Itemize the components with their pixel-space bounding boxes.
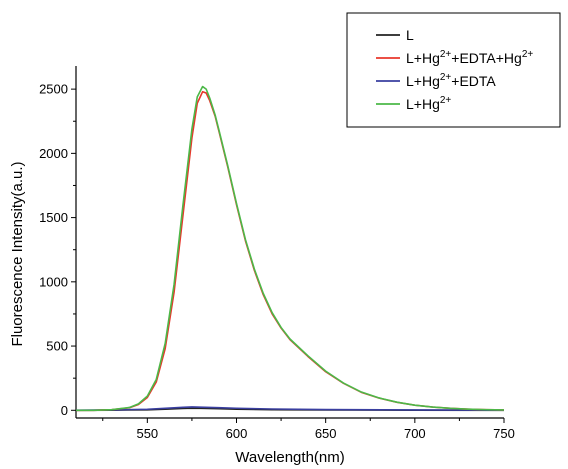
y-tick-label: 2000 <box>39 146 68 161</box>
y-axis-title: Fluorescence Intensity(a.u.) <box>9 161 26 346</box>
legend-label: L+Hg2++EDTA+Hg2+ <box>406 49 533 66</box>
series-line-3 <box>76 85 505 412</box>
y-tick-label: 0 <box>61 403 68 418</box>
legend-label-text: +EDTA <box>451 73 496 89</box>
legend-label-text: L <box>406 27 414 43</box>
series-line-2 <box>75 406 505 411</box>
legend-label-text: L+Hg <box>406 73 440 89</box>
series-line-1 <box>76 90 505 412</box>
tick-group: 550 600 650 700 750 0 500 1000 1500 2000 2500 <box>39 82 515 441</box>
legend-label: L+Hg2+ <box>406 95 451 112</box>
x-tick-label: 750 <box>493 426 515 441</box>
legend-superscript: 2+ <box>440 72 452 83</box>
x-axis-title: Wavelength(nm) <box>235 449 344 466</box>
legend-superscript: 2+ <box>522 49 534 60</box>
legend-label-text: +EDTA+Hg <box>451 50 522 66</box>
x-tick-label: 650 <box>315 426 337 441</box>
y-tick-label: 500 <box>46 339 68 354</box>
legend-superscript: 2+ <box>440 95 452 106</box>
x-tick-label: 700 <box>404 426 426 441</box>
y-tick-label: 1500 <box>39 210 68 225</box>
legend-box <box>346 12 561 128</box>
x-tick-label: 550 <box>136 426 158 441</box>
legend-label-text: L+Hg <box>406 50 440 66</box>
legend-label-text: L+Hg <box>406 96 440 112</box>
x-tick-label: 600 <box>226 426 248 441</box>
y-tick-label: 2500 <box>39 82 68 97</box>
plot-area <box>75 85 505 412</box>
legend-superscript: 2+ <box>440 49 452 60</box>
legend-label: L+Hg2++EDTA <box>406 72 496 89</box>
y-tick-label: 1000 <box>39 274 68 289</box>
legend-label: L <box>406 27 414 43</box>
